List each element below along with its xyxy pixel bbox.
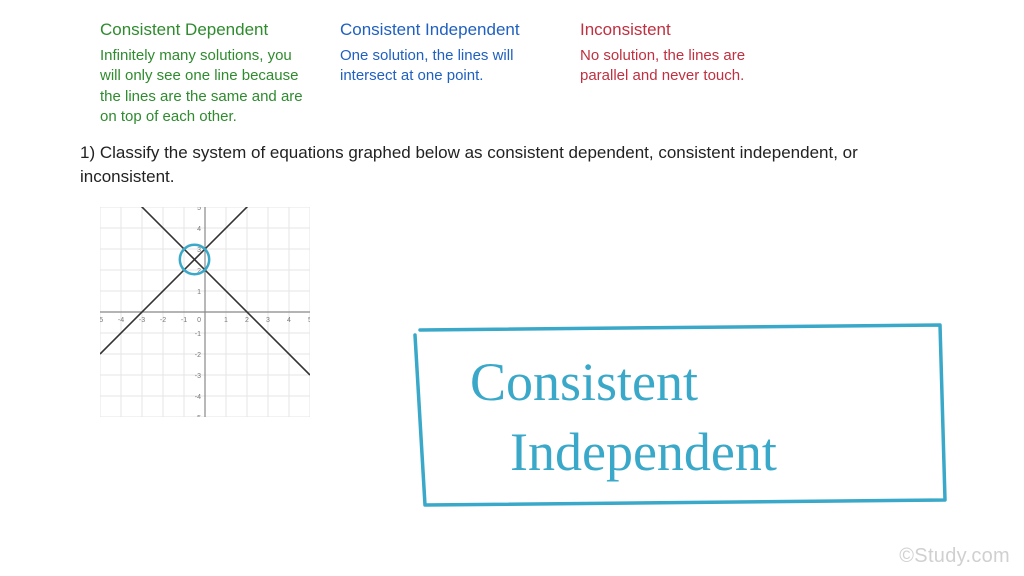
def-title: Consistent Independent xyxy=(340,20,550,40)
svg-text:1: 1 xyxy=(197,289,201,296)
svg-text:2: 2 xyxy=(245,317,249,324)
graph-svg: -5-4-3-2-112345-5-4-3-2-1123450 xyxy=(100,207,310,417)
handwritten-answer: Consistent Independent xyxy=(380,300,980,550)
svg-text:5: 5 xyxy=(197,207,201,212)
svg-text:1: 1 xyxy=(224,317,228,324)
svg-text:-4: -4 xyxy=(118,317,124,324)
def-consistent-dependent: Consistent Dependent Infinitely many sol… xyxy=(100,20,310,127)
def-body: One solution, the lines will intersect a… xyxy=(340,46,550,87)
def-body: No solution, the lines are parallel and … xyxy=(580,46,790,87)
question-text: 1) Classify the system of equations grap… xyxy=(0,127,880,189)
svg-text:-5: -5 xyxy=(100,317,103,324)
definitions-row: Consistent Dependent Infinitely many sol… xyxy=(0,0,1024,127)
svg-text:-5: -5 xyxy=(195,415,201,417)
graph: -5-4-3-2-112345-5-4-3-2-1123450 xyxy=(100,207,310,417)
def-title: Inconsistent xyxy=(580,20,790,40)
svg-text:5: 5 xyxy=(308,317,310,324)
svg-text:3: 3 xyxy=(266,317,270,324)
svg-text:-2: -2 xyxy=(160,317,166,324)
svg-text:-1: -1 xyxy=(181,317,187,324)
svg-text:-3: -3 xyxy=(195,373,201,380)
svg-text:4: 4 xyxy=(287,317,291,324)
svg-text:0: 0 xyxy=(197,317,201,324)
svg-text:-3: -3 xyxy=(139,317,145,324)
svg-text:-4: -4 xyxy=(195,394,201,401)
def-title: Consistent Dependent xyxy=(100,20,310,40)
handwritten-line2: Independent xyxy=(510,422,777,482)
svg-text:-1: -1 xyxy=(195,331,201,338)
def-consistent-independent: Consistent Independent One solution, the… xyxy=(340,20,550,127)
handwritten-line1: Consistent xyxy=(470,352,698,412)
watermark: ©Study.com xyxy=(899,545,1010,568)
svg-text:-2: -2 xyxy=(195,352,201,359)
def-inconsistent: Inconsistent No solution, the lines are … xyxy=(580,20,790,127)
svg-text:4: 4 xyxy=(197,226,201,233)
def-body: Infinitely many solutions, you will only… xyxy=(100,46,310,127)
